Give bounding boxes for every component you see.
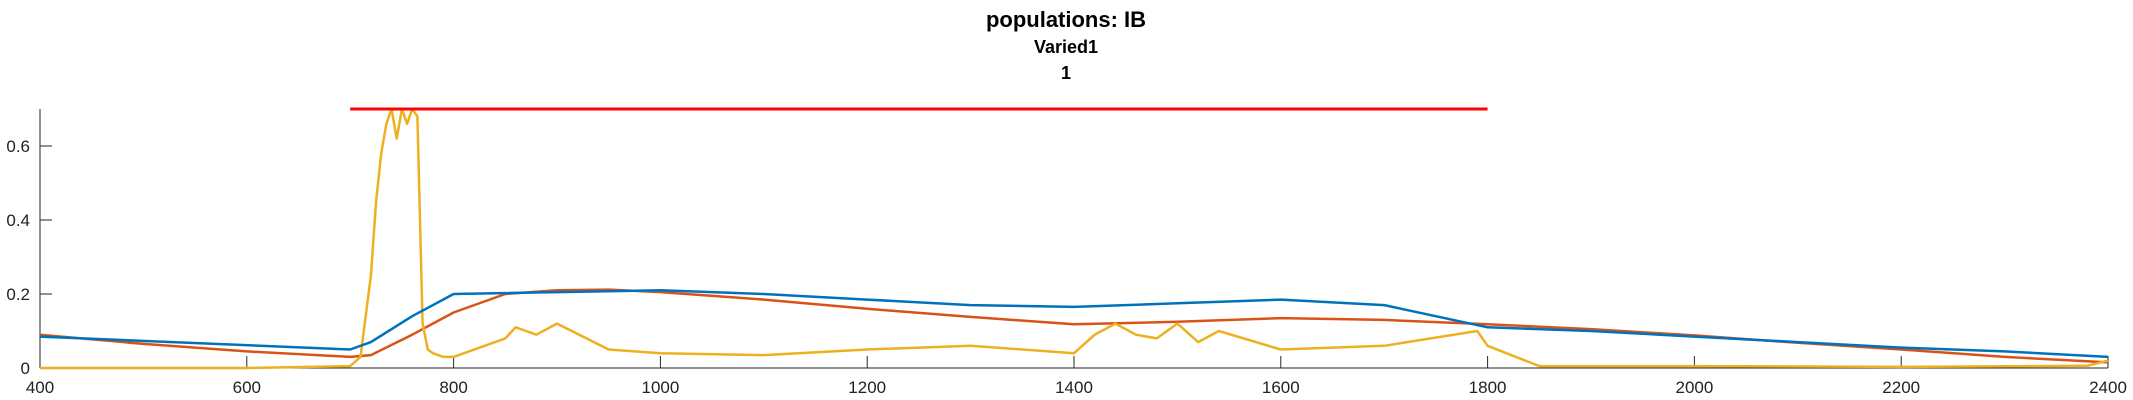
chart-subtitle-1: Varied1	[1034, 37, 1098, 57]
x-tick-label: 2000	[1675, 378, 1713, 397]
x-tick-label: 800	[439, 378, 467, 397]
x-tick-label: 600	[233, 378, 261, 397]
x-tick-label: 1600	[1262, 378, 1300, 397]
x-tick-label: 1400	[1055, 378, 1093, 397]
series-line-1	[39, 288, 2109, 364]
series-line-3	[39, 289, 2109, 359]
y-tick-label: 0	[21, 359, 30, 378]
x-tick-label: 400	[26, 378, 54, 397]
chart-title: populations: IB	[986, 7, 1146, 32]
plot-area: 400 600 800 1000 1200 1400 1600 1800 2000 2200 240…	[6, 107, 2127, 397]
x-tick-label: 1000	[641, 378, 679, 397]
chart-subtitle-2: 1	[1061, 63, 1071, 83]
x-tick-label: 2200	[1882, 378, 1920, 397]
y-tick-label: 0.6	[6, 137, 30, 156]
series-line-2	[40, 107, 2109, 370]
x-tick-label: 1200	[848, 378, 886, 397]
y-tick-label: 0.4	[6, 211, 30, 230]
x-tick-label: 1800	[1469, 378, 1507, 397]
x-tick-label: 2400	[2089, 378, 2127, 397]
y-tick-label: 0.2	[6, 285, 30, 304]
